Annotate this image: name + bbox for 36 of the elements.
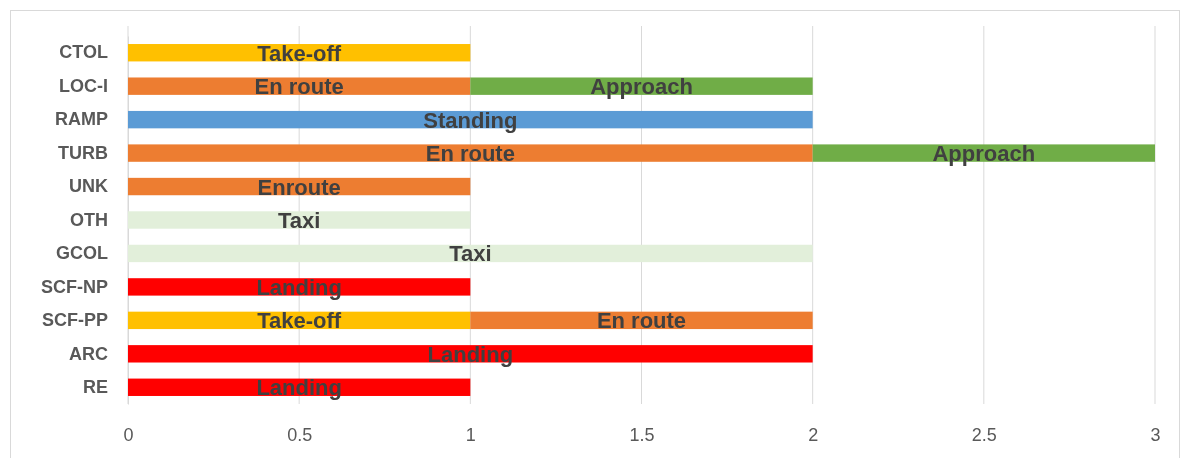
series-label: Taxi	[277, 208, 321, 233]
x-tick-label: 2	[808, 424, 819, 445]
series-label: Take-off	[257, 40, 342, 66]
text: Take-off	[257, 308, 342, 334]
y-tick-label: UNK	[69, 176, 108, 197]
text: Approach	[590, 74, 693, 100]
text: Landing	[427, 341, 514, 367]
bar	[128, 244, 813, 263]
bar	[128, 77, 471, 95]
series-label: Enroute	[257, 174, 341, 200]
y-tick-label: RAMP	[55, 109, 108, 130]
series-label: Standing	[423, 107, 518, 133]
series-label: Landing	[256, 274, 342, 300]
text: Landing	[256, 375, 342, 401]
x-tick-label: 1	[465, 424, 476, 445]
series-label: Approach	[932, 141, 1036, 167]
y-tick-label: TURB	[58, 142, 108, 163]
bar	[128, 211, 471, 229]
y-tick-label: RE	[82, 377, 108, 398]
y-tick-label: ARC	[69, 343, 108, 364]
y-tick-label: OTH	[70, 209, 108, 230]
y-tick-label: GCOL	[56, 243, 108, 264]
x-tick-label: 0.5	[287, 424, 313, 445]
y-tick-label: SCF-PP	[41, 310, 108, 331]
y-tick-label: CTOL	[59, 42, 108, 63]
series-label: En route	[425, 141, 515, 167]
y-tick-label: SCF-NP	[41, 276, 108, 297]
x-tick-label: 2.5	[971, 424, 997, 445]
x-tick-label: 1.5	[629, 424, 655, 445]
x-tick-label: 3	[1150, 424, 1161, 445]
text: En route	[254, 74, 344, 100]
y-tick-label: LOC-I	[59, 75, 108, 96]
text: Taxi	[449, 241, 492, 267]
text: En route	[596, 308, 687, 334]
x-tick-label: 0	[123, 424, 134, 445]
bar	[128, 144, 813, 162]
